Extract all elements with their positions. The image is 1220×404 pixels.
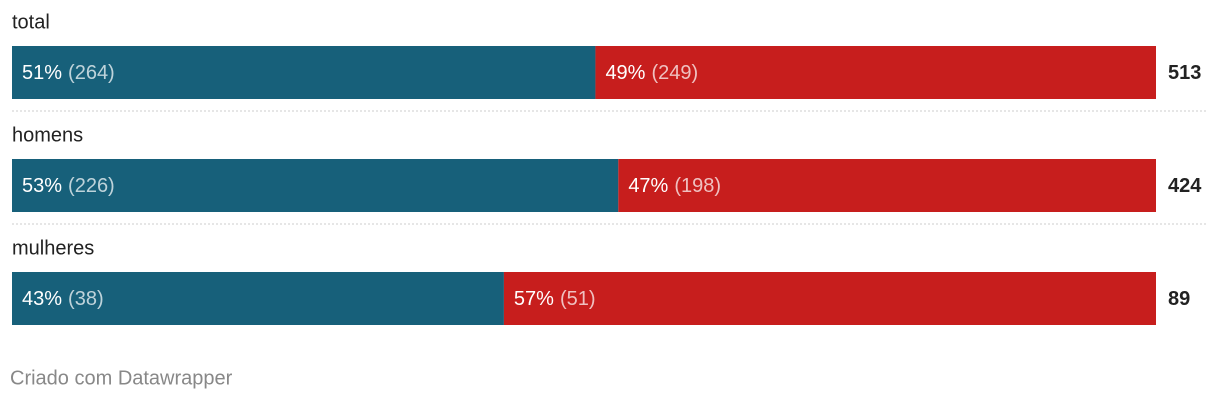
category-label: total (12, 11, 50, 33)
footer: Criado com Datawrapper (10, 367, 233, 389)
value-label: 47% (628, 175, 668, 197)
count-label: (226) (68, 175, 115, 197)
bar-segment (595, 46, 1156, 99)
value-label: 53% (22, 175, 62, 197)
bar-segment (503, 272, 1156, 325)
bar-segment (12, 272, 504, 325)
category-label: homens (12, 124, 83, 146)
total-label: 424 (1168, 175, 1202, 197)
value-label: 51% (22, 62, 62, 84)
bar-segment (12, 46, 596, 99)
category-label: mulheres (12, 237, 94, 259)
value-label: 49% (605, 62, 645, 84)
count-label: (38) (68, 288, 104, 310)
count-label: (51) (560, 288, 596, 310)
count-label: (249) (651, 62, 698, 84)
count-label: (198) (674, 175, 721, 197)
total-label: 89 (1168, 288, 1190, 310)
count-label: (264) (68, 62, 115, 84)
value-label: 57% (514, 288, 554, 310)
bar-segment (618, 159, 1156, 212)
value-label: 43% (22, 288, 62, 310)
total-label: 513 (1168, 62, 1201, 84)
bar-segment (12, 159, 619, 212)
